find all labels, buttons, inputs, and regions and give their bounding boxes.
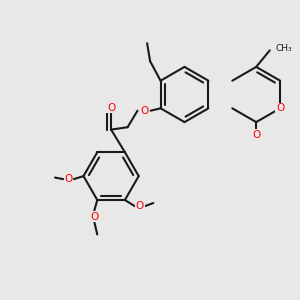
Text: O: O [140, 106, 148, 116]
Text: O: O [276, 103, 284, 113]
Text: O: O [107, 103, 115, 113]
Text: O: O [136, 201, 144, 211]
Text: CH₃: CH₃ [275, 44, 292, 53]
Text: O: O [90, 212, 98, 221]
Text: O: O [64, 174, 73, 184]
Text: O: O [252, 130, 260, 140]
